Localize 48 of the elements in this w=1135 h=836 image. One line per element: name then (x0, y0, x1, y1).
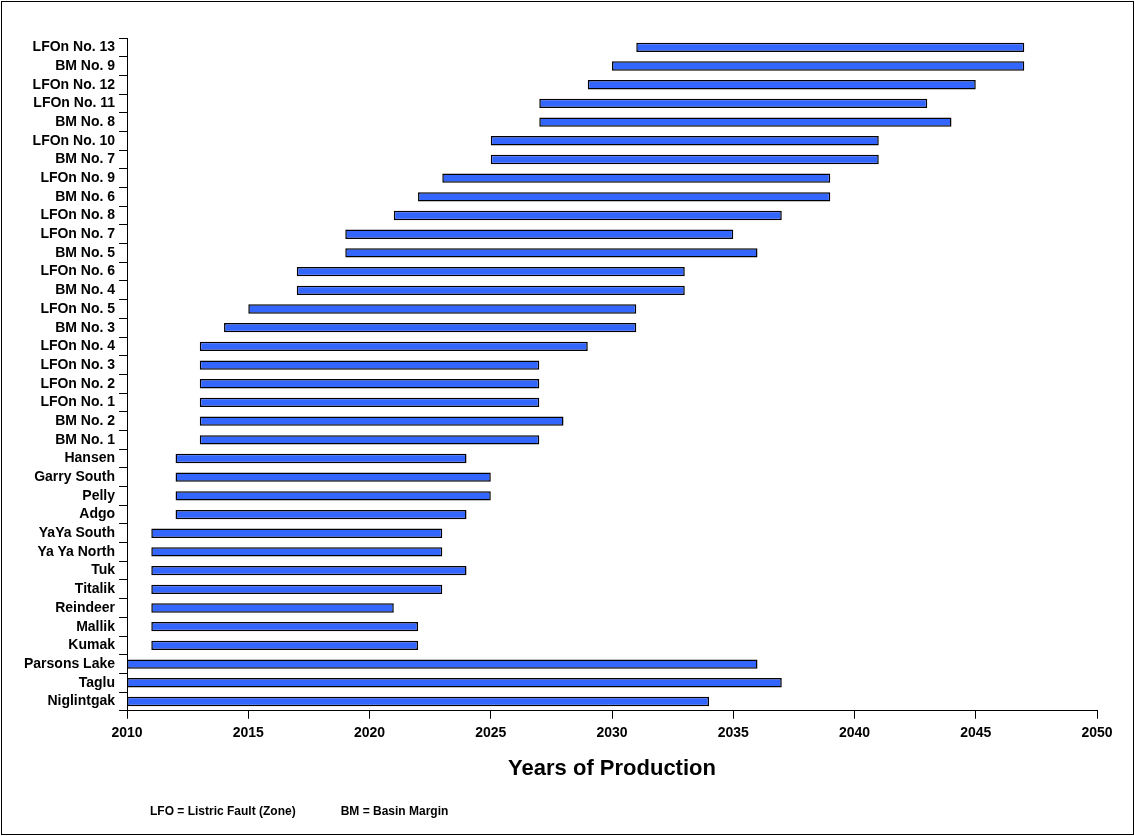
y-tick-label: LFOn No. 4 (40, 337, 116, 354)
y-tick-label: Garry South (34, 468, 116, 485)
x-tick-label: 2035 (717, 724, 750, 741)
x-axis-title: Years of Production (508, 754, 716, 780)
y-tick-label: LFOn No. 10 (32, 131, 116, 148)
y-tick-label: BM No. 6 (55, 187, 116, 204)
x-tick-label: 2050 (1081, 724, 1113, 741)
y-tick-label: Ya Ya North (37, 542, 116, 559)
y-tick-label: BM No. 1 (55, 430, 116, 447)
y-tick-label: BM No. 8 (55, 112, 116, 129)
y-tick-label: LFOn No. 1 (40, 393, 116, 410)
y-tick-label: Parsons Lake (23, 654, 116, 671)
y-tick-label: Tuk (91, 561, 116, 578)
y-tick-label: Titalik (74, 580, 116, 597)
y-tick-label: BM No. 7 (55, 150, 116, 167)
y-tick-label: BM No. 4 (55, 281, 116, 298)
x-tick-label: 2020 (353, 724, 386, 741)
y-tick-label: Hansen (64, 449, 116, 466)
y-tick-label: Reindeer (55, 598, 116, 615)
y-tick-label: LFOn No. 13 (32, 38, 116, 55)
y-tick-label: YaYa South (38, 524, 116, 541)
y-tick-label: BM No. 5 (55, 243, 116, 260)
y-tick-label: Niglintgak (47, 692, 116, 709)
y-tick-label: BM No. 2 (55, 411, 116, 428)
y-tick-label: Mallik (76, 617, 116, 634)
y-tick-label: LFOn No. 3 (40, 355, 116, 372)
y-tick-label: LFOn No. 12 (32, 75, 116, 92)
y-tick-label: LFOn No. 11 (33, 94, 116, 111)
y-tick-label: Kumak (68, 636, 116, 653)
x-tick-label: 2030 (596, 724, 628, 741)
y-tick-label: BM No. 3 (55, 318, 116, 335)
x-tick-label: 2025 (475, 724, 507, 741)
y-tick-label: Taglu (78, 673, 116, 690)
x-tick-label: 2010 (111, 724, 143, 741)
text: BM = Basin Margin (340, 804, 449, 819)
y-tick-label: BM No. 9 (55, 56, 116, 73)
x-tick-label: 2045 (960, 724, 992, 741)
y-tick-label: Pelly (82, 486, 116, 503)
y-tick-label: LFOn No. 6 (40, 262, 116, 279)
y-tick-label: LFOn No. 7 (40, 225, 116, 242)
text: LFO = Listric Fault (Zone) (150, 804, 296, 819)
y-tick-label: LFOn No. 5 (40, 299, 116, 316)
x-tick-label: 2015 (232, 724, 265, 741)
y-tick-label: LFOn No. 2 (40, 374, 116, 391)
y-tick-label: LFOn No. 9 (40, 169, 116, 186)
y-tick-label: Adgo (79, 505, 116, 522)
y-tick-label: LFOn No. 8 (40, 206, 116, 223)
x-tick-label: 2040 (838, 724, 871, 741)
